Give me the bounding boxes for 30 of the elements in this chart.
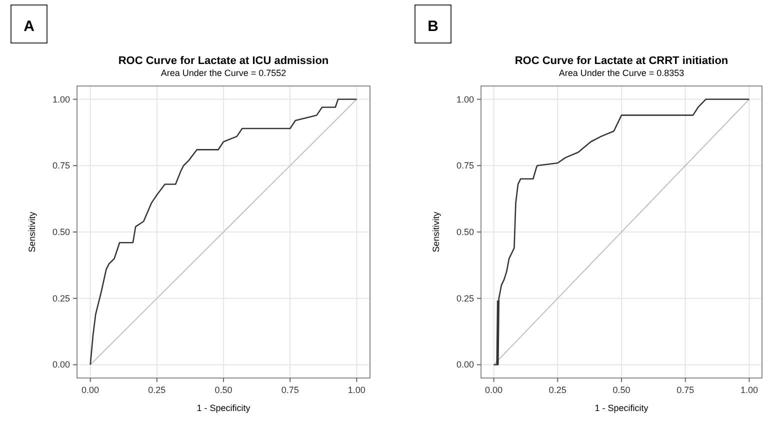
chart-title: ROC Curve for Lactate at ICU admission [118, 55, 329, 67]
x-tick-label: 0.00 [82, 385, 100, 395]
x-tick-label: 0.25 [548, 385, 566, 395]
y-tick-label: 0.25 [52, 293, 70, 304]
chart-title: ROC Curve for Lactate at CRRT initiation [514, 55, 728, 67]
x-tick-label: 0.75 [676, 385, 694, 395]
y-tick-label: 0.75 [52, 160, 70, 171]
x-tick-label: 1.00 [740, 385, 758, 395]
y-tick-label: 1.00 [456, 94, 474, 104]
y-axis-title: Sensitivity [431, 211, 441, 252]
x-tick-label: 0.50 [612, 385, 630, 395]
y-tick-label: 0.25 [456, 293, 474, 304]
chart-subtitle: Area Under the Curve = 0.7552 [160, 68, 286, 78]
y-tick-label: 0.75 [456, 160, 474, 171]
y-tick-label: 1.00 [52, 94, 70, 104]
x-axis-title: 1 - Specificity [594, 403, 649, 413]
y-tick-label: 0.50 [456, 227, 474, 237]
x-tick-label: 0.25 [148, 385, 166, 395]
y-tick-label: 0.50 [52, 227, 70, 237]
y-axis-title: Sensitivity [27, 211, 37, 252]
x-tick-label: 1.00 [348, 385, 366, 395]
text: A [24, 18, 35, 35]
x-tick-label: 0.00 [485, 385, 503, 395]
chart-subtitle: Area Under the Curve = 0.8353 [558, 68, 684, 78]
y-tick-label: 0.00 [456, 360, 474, 370]
text: B [428, 18, 439, 35]
x-tick-label: 0.75 [281, 385, 299, 395]
x-tick-label: 0.50 [214, 385, 232, 395]
y-tick-label: 0.00 [52, 360, 70, 370]
x-axis-title: 1 - Specificity [196, 403, 251, 413]
